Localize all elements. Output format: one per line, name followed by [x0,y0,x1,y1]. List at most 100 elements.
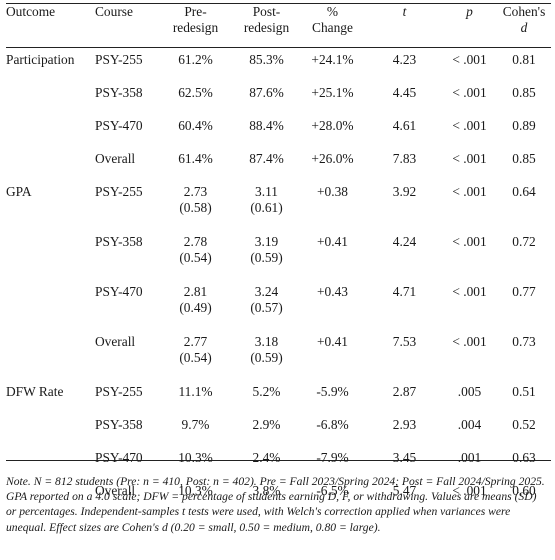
post-cell: 85.3% [235,48,298,81]
results-table: Outcome Course Pre-redesign Post-redesig… [6,4,551,512]
t-cell: 7.53 [367,330,442,380]
col-d-line1: Cohen's [502,4,546,19]
d-cell: 0.85 [497,147,551,180]
pre-cell: 61.4% [156,147,235,180]
change-cell: -6.5% [298,479,367,512]
col-post-line2: redesign [243,19,290,35]
col-d-line2: d [520,19,528,35]
outcome-cell: DFW Rate [6,380,95,413]
post-cell-value: 3.24 [254,284,279,299]
t-cell-value: 2.93 [392,417,417,432]
pre-cell-value: 9.7% [181,417,210,432]
table-row: Overall 61.4% 87.4% +26.0% 7.83 < .001 0.85 [6,147,551,180]
p-cell-value: .001 [457,450,482,465]
course-cell: PSY-255 [95,48,156,81]
outcome-cell-value: DFW Rate [6,384,64,399]
d-cell-value: 0.52 [512,417,536,432]
t-cell-value: 4.45 [392,85,417,100]
pre-cell-sd: (0.49) [179,299,212,315]
post-cell-value: 3.8% [252,483,281,498]
pre-cell: 2.73 (0.58) [156,180,235,230]
p-cell-value: < .001 [452,483,487,498]
course-cell-value: PSY-470 [95,284,143,299]
change-cell: -6.8% [298,413,367,446]
post-cell-value: 2.4% [252,450,281,465]
table-row: Overall 10.3% 3.8% -6.5% 5.47 < .001 0.60 [6,479,551,512]
p-cell-value: < .001 [452,52,487,67]
pre-cell-value: 10.3% [178,483,213,498]
pre-cell: 2.81 (0.49) [156,280,235,330]
col-post: Post-redesign [235,4,298,48]
d-cell-value: 0.72 [512,234,536,249]
t-cell: 4.71 [367,280,442,330]
p-cell: .005 [442,380,497,413]
d-cell: 0.63 [497,446,551,479]
d-cell-value: 0.81 [512,52,536,67]
t-cell-value: 4.61 [392,118,417,133]
outcome-cell-value: Participation [6,52,75,67]
col-change: % Change [298,4,367,48]
pre-cell-value: 2.77 [183,334,208,349]
post-cell-value: 87.6% [249,85,284,100]
course-cell: PSY-255 [95,180,156,230]
table-row: PSY-470 10.3% 2.4% -7.9% 3.45 .001 0.63 [6,446,551,479]
p-cell-value: < .001 [452,184,487,199]
pre-cell-sd: (0.54) [179,349,212,365]
p-cell-value: < .001 [452,118,487,133]
outcome-cell-value: GPA [6,184,32,199]
t-cell: 5.47 [367,479,442,512]
course-cell: PSY-470 [95,280,156,330]
course-cell: PSY-358 [95,230,156,280]
col-post-line1: Post- [252,4,281,19]
post-cell: 87.4% [235,147,298,180]
d-cell-value: 0.51 [512,384,536,399]
change-cell-value: +0.43 [317,284,348,299]
change-cell-value: +0.41 [317,334,348,349]
p-cell-value: < .001 [452,284,487,299]
post-cell-value: 2.9% [252,417,281,432]
t-cell: 3.45 [367,446,442,479]
outcome-cell [6,114,95,147]
table-row: DFW Rate PSY-255 11.1% 5.2% -5.9% 2.87 .005 0.5… [6,380,551,413]
pre-cell-value: 10.3% [178,450,213,465]
course-cell-value: Overall [95,334,136,349]
outcome-cell [6,230,95,280]
pre-cell: 60.4% [156,114,235,147]
course-cell: Overall [95,147,156,180]
t-cell-value: 7.83 [392,151,417,166]
t-cell-value: 5.47 [392,483,417,498]
d-cell: 0.89 [497,114,551,147]
post-cell: 3.24 (0.57) [235,280,298,330]
table-note: Note. N = 812 students (Pre: n = 410, Po… [6,475,545,534]
post-cell-sd: (0.61) [250,199,283,215]
course-cell-value: PSY-255 [95,184,143,199]
p-cell-value: < .001 [452,85,487,100]
outcome-cell [6,81,95,114]
pre-cell: 10.3% [156,446,235,479]
course-cell-value: PSY-358 [95,417,143,432]
pre-cell-value: 61.2% [178,52,213,67]
pre-cell: 2.78 (0.54) [156,230,235,280]
p-cell-value: < .001 [452,234,487,249]
t-cell: 7.83 [367,147,442,180]
p-cell: < .001 [442,81,497,114]
course-cell-value: PSY-470 [95,450,143,465]
d-cell-value: 0.60 [512,483,536,498]
outcome-cell [6,413,95,446]
change-cell: -7.9% [298,446,367,479]
t-cell: 2.93 [367,413,442,446]
p-cell-value: < .001 [452,334,487,349]
header-row: Outcome Course Pre-redesign Post-redesig… [6,4,551,48]
p-cell: < .001 [442,330,497,380]
change-cell-value: +25.1% [311,85,354,100]
col-cohens-d: Cohen's d [497,4,551,48]
post-cell-value: 3.11 [255,184,278,199]
post-cell: 3.18 (0.59) [235,330,298,380]
change-cell-value: +24.1% [311,52,354,67]
bottom-rule [6,460,551,462]
table-body: Participation PSY-255 61.2% 85.3% +24.1% 4.23… [6,48,551,512]
post-cell-value: 88.4% [249,118,284,133]
d-cell: 0.64 [497,180,551,230]
pre-cell-value: 2.73 [183,184,208,199]
table-row: Overall 2.77 (0.54) 3.18 (0.59) +0.41 7.53 < .0… [6,330,551,380]
